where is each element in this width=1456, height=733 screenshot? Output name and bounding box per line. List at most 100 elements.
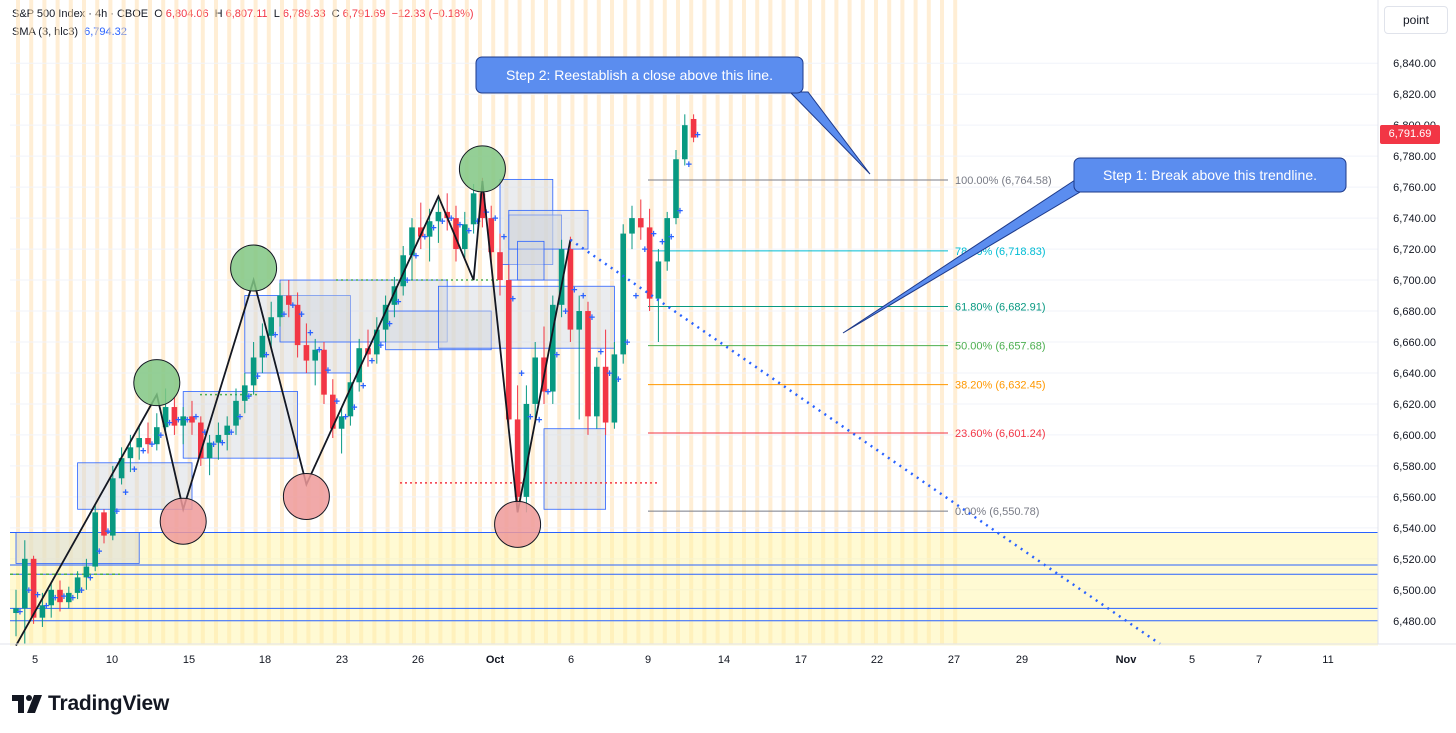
fib-level-label: 50.00% (6,657.68) bbox=[955, 341, 1046, 353]
tradingview-mark-icon bbox=[12, 695, 42, 713]
session-stripe bbox=[240, 0, 245, 644]
time-tick-label: 10 bbox=[106, 654, 118, 666]
candle-body bbox=[462, 224, 468, 250]
candle-body bbox=[74, 577, 81, 593]
callout-text: Step 1: Break above this trendline. bbox=[1103, 167, 1317, 183]
candle-body bbox=[101, 512, 107, 536]
candle-body bbox=[426, 221, 433, 237]
sma-point: + bbox=[413, 250, 419, 262]
candle-body bbox=[655, 261, 662, 299]
sma-point: + bbox=[254, 371, 260, 383]
sma-point: + bbox=[122, 487, 128, 499]
session-stripe bbox=[530, 0, 535, 644]
price-axis: 6,480.00 6,500.00 6,520.00 6,540.00 6,560.00… bbox=[1377, 0, 1436, 644]
candle-body bbox=[558, 249, 565, 305]
step1-callout: Step 1: Break above this trendline. bbox=[842, 157, 1347, 334]
sma-point: + bbox=[422, 232, 428, 244]
candle-body bbox=[374, 329, 380, 355]
session-stripe bbox=[926, 0, 931, 644]
session-stripe bbox=[68, 0, 73, 644]
session-stripe bbox=[359, 0, 364, 644]
sma-point: + bbox=[202, 427, 208, 439]
time-tick-label: 6 bbox=[568, 654, 574, 666]
session-stripe bbox=[755, 0, 760, 644]
price-chart[interactable]: 100.00% (6,764.58)78.60% (6,718.83)61.80… bbox=[0, 0, 1456, 690]
session-stripe bbox=[557, 0, 562, 644]
sma-point: + bbox=[140, 445, 146, 457]
time-tick-label: 14 bbox=[718, 654, 730, 666]
candle-body bbox=[286, 295, 292, 305]
candle-body bbox=[532, 357, 538, 404]
session-stripe bbox=[16, 0, 20, 644]
session-stripe bbox=[280, 0, 284, 644]
tradingview-logo[interactable]: TradingView bbox=[12, 690, 169, 718]
candle-body bbox=[330, 394, 336, 429]
candle-body bbox=[418, 227, 424, 237]
candle-body bbox=[162, 407, 169, 428]
candle-body bbox=[206, 442, 213, 459]
candle-body bbox=[118, 458, 125, 479]
time-tick-label: 11 bbox=[1322, 654, 1333, 666]
session-stripe bbox=[438, 0, 443, 644]
price-tick-label: 6,480.00 bbox=[1393, 616, 1436, 628]
fib-level-label: 100.00% (6,764.58) bbox=[955, 175, 1052, 187]
candle-body bbox=[22, 558, 28, 609]
sma-point: + bbox=[175, 414, 181, 426]
session-stripe bbox=[464, 0, 469, 644]
sma-point: + bbox=[61, 591, 67, 603]
sma-point: + bbox=[210, 439, 216, 451]
candle-body bbox=[39, 605, 46, 618]
price-tick-label: 6,840.00 bbox=[1393, 58, 1436, 70]
sma-point: + bbox=[694, 129, 700, 141]
session-stripe bbox=[451, 0, 456, 644]
brand-name: TradingView bbox=[48, 692, 170, 715]
candle-body bbox=[180, 416, 186, 426]
session-stripe bbox=[425, 0, 430, 644]
support-zone bbox=[10, 531, 1378, 646]
session-stripe bbox=[834, 0, 839, 644]
candle-body bbox=[268, 317, 274, 336]
price-unit-button[interactable]: point bbox=[1384, 6, 1448, 34]
time-tick-label: 17 bbox=[795, 654, 807, 666]
candle-body bbox=[673, 159, 679, 219]
time-tick-label: Nov bbox=[1116, 654, 1138, 666]
candle-body bbox=[444, 211, 450, 219]
sma-point: + bbox=[228, 427, 234, 439]
open-label: O bbox=[154, 8, 163, 20]
range-box bbox=[543, 428, 606, 510]
candle-body bbox=[391, 286, 398, 305]
session-stripe bbox=[808, 0, 812, 644]
time-tick-label: 23 bbox=[336, 654, 348, 666]
sma-point: + bbox=[114, 506, 120, 518]
sma-point: + bbox=[580, 291, 586, 303]
session-stripe bbox=[174, 0, 179, 644]
price-tick-label: 6,780.00 bbox=[1393, 151, 1436, 163]
candle-body bbox=[497, 252, 503, 281]
candle-body bbox=[435, 211, 442, 222]
candle-body bbox=[224, 425, 230, 435]
range-box bbox=[437, 285, 615, 349]
sma-point: + bbox=[166, 418, 172, 430]
session-stripe bbox=[134, 0, 139, 644]
sma-point: + bbox=[298, 309, 304, 321]
session-stripe bbox=[662, 0, 667, 644]
candle-body bbox=[83, 566, 90, 578]
sma-point: + bbox=[193, 411, 199, 423]
candle-body bbox=[664, 218, 670, 262]
sma-point: + bbox=[554, 349, 560, 361]
session-stripe bbox=[491, 0, 496, 644]
sma-point: + bbox=[334, 396, 340, 408]
range-box bbox=[517, 240, 545, 281]
swing-circles bbox=[133, 145, 542, 548]
price-tick-label: 6,820.00 bbox=[1393, 89, 1436, 101]
price-tick-label: 6,560.00 bbox=[1393, 492, 1436, 504]
sma-point: + bbox=[545, 387, 551, 399]
candle-body bbox=[620, 233, 626, 355]
sma-point: + bbox=[430, 222, 436, 234]
callout-box bbox=[1073, 157, 1347, 193]
session-stripe bbox=[874, 0, 878, 644]
candle-body bbox=[338, 416, 345, 429]
candle-body bbox=[30, 558, 37, 618]
candle-body bbox=[127, 447, 134, 459]
session-stripe bbox=[187, 0, 192, 644]
